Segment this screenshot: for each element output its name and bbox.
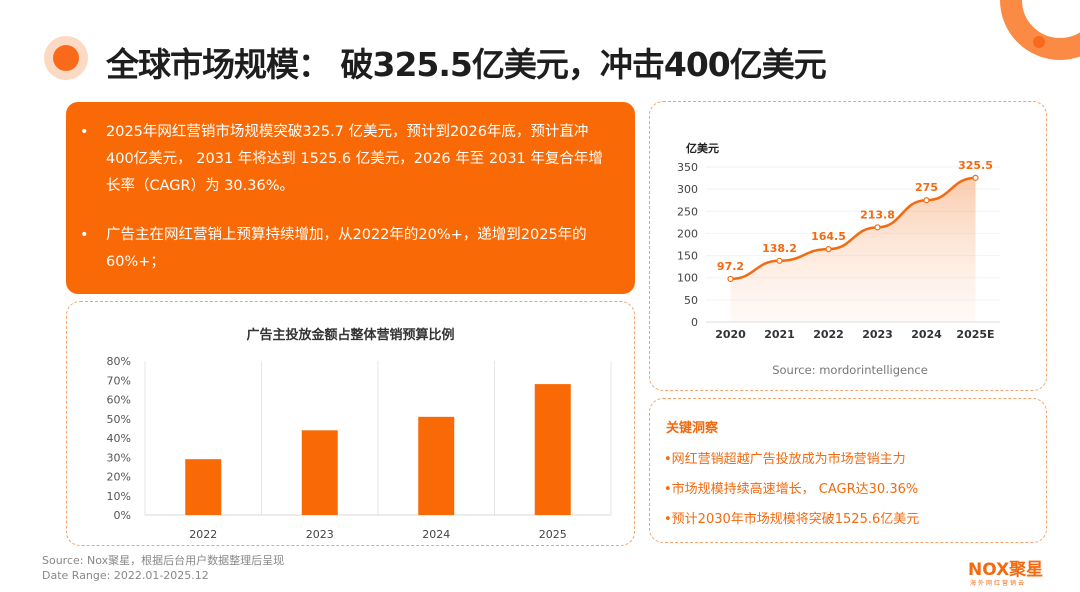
bar: [534, 384, 571, 515]
y-tick-label: 0: [691, 316, 698, 329]
y-tick-label: 70%: [107, 374, 131, 387]
nox-logo-subtitle: 海外网红营销云: [970, 580, 1027, 587]
x-tick-label: 2023: [862, 328, 893, 341]
bar-chart-panel: 广告主投放金额占整体营销预算比例 0% 10% 20% 30% 40% 50% 60% 70%…: [66, 301, 635, 546]
insight-item: •市场规模持续高速增长， CAGR达30.36%: [664, 482, 919, 497]
x-tick-label: 2024: [422, 528, 450, 541]
y-tick-label: 0%: [114, 509, 131, 522]
x-tick-label: 2020: [715, 328, 746, 341]
data-point: [972, 174, 979, 181]
insight-item: •预计2030年市场规模将突破1525.6亿美元: [664, 512, 920, 527]
y-tick-label: 350: [677, 161, 698, 174]
x-tick-label: 2022: [813, 328, 844, 341]
chart-source: Source: mordorintelligence: [772, 363, 928, 377]
series-line: [730, 176, 976, 281]
data-label: 138.2: [762, 242, 797, 255]
data-label: 164.5: [811, 230, 846, 243]
summary-item: 广告主在网红营销上预算持续增加，从2022年的20%+，递增到2025年的60%…: [80, 222, 615, 276]
y-tick-label: 40%: [107, 432, 131, 445]
y-tick-label: 50%: [107, 413, 131, 426]
data-point: [727, 275, 734, 283]
y-axis-unit: 亿美元: [686, 141, 719, 155]
footer: Source: Nox聚星，根据后台用户数据整理后呈现 Date Range: …: [42, 553, 284, 583]
y-tick-label: 250: [677, 205, 698, 218]
y-tick-label: 300: [677, 183, 698, 196]
title-decoration-icon: [44, 36, 88, 80]
data-point: [776, 257, 783, 264]
footer-source: Source: Nox聚星，根据后台用户数据整理后呈现: [42, 554, 285, 567]
y-tick-label: 150: [677, 250, 698, 263]
bar: [301, 430, 338, 515]
x-tick-label: 2024: [911, 328, 942, 341]
bar-chart-title: 广告主投放金额占整体营销预算比例: [246, 328, 455, 343]
data-label: 275: [915, 181, 938, 194]
x-tick-label: 2025E: [956, 328, 994, 341]
nox-logo: NOX聚星: [968, 560, 1044, 580]
y-tick-label: 50: [684, 294, 698, 307]
area-fill: [730, 177, 976, 322]
y-tick-label: 100: [677, 272, 698, 285]
page-title: 全球市场规模： 破325.5亿美元，冲击400亿美元: [106, 45, 827, 84]
y-tick-label: 200: [677, 227, 698, 240]
summary-item: 2025年网红营销市场规模突破325.7 亿美元，预计到2026年底，预计直冲4…: [80, 119, 615, 200]
bar: [185, 459, 222, 515]
x-tick-label: 2021: [764, 328, 795, 341]
corner-decoration-icon: [1000, 0, 1080, 60]
insight-item: •网红营销超越广告投放成为市场营销主力: [664, 452, 906, 467]
y-tick-label: 20%: [107, 471, 131, 484]
y-tick-label: 80%: [107, 355, 131, 368]
data-label: 97.2: [717, 260, 744, 273]
footer-date-range: Date Range: 2022.01-2025.12: [42, 569, 209, 582]
data-point: [825, 246, 832, 253]
corner-dot-icon: [1033, 36, 1045, 48]
x-tick-label: 2022: [189, 528, 217, 541]
y-tick-label: 60%: [107, 394, 131, 407]
y-tick-label: 30%: [107, 451, 131, 464]
line-chart-panel: 亿美元 0 50 100 150 200 250 300 350 97.2 2020 138.2 202…: [649, 101, 1047, 391]
data-point: [874, 224, 881, 231]
y-tick-label: 10%: [107, 490, 131, 503]
insights-title: 关键洞察: [666, 421, 719, 436]
summary-box: 2025年网红营销市场规模突破325.7 亿美元，预计到2026年底，预计直冲4…: [66, 102, 635, 294]
bar-chart: 0% 10% 20% 30% 40% 50% 60% 70% 80% 2022 2023 2024 20…: [107, 355, 612, 541]
insights-panel: 关键洞察 •网红营销超越广告投放成为市场营销主力 •市场规模持续高速增长， CA…: [649, 398, 1047, 543]
bar: [418, 416, 455, 515]
data-label: 325.5: [958, 159, 993, 172]
line-chart: 亿美元 0 50 100 150 200 250 300 350 97.2 2020 138.2 202…: [677, 141, 1000, 377]
data-point: [923, 197, 930, 204]
data-label: 213.8: [860, 208, 895, 221]
x-tick-label: 2023: [306, 528, 334, 541]
x-tick-label: 2025: [539, 528, 567, 541]
